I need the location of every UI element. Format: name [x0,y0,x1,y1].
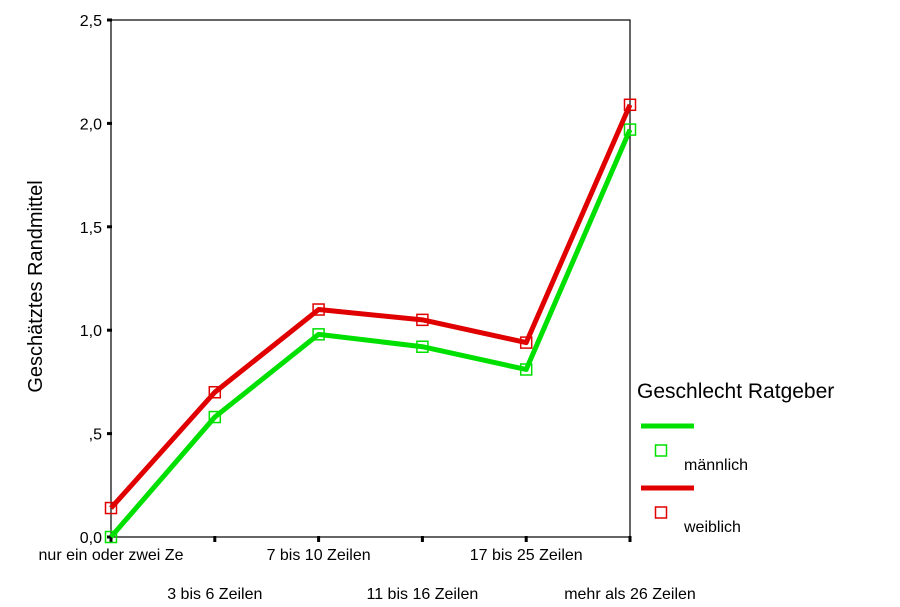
legend-title: Geschlecht Ratgeber [637,380,834,403]
x-tick-label: 17 bis 25 Zeilen [470,547,583,564]
y-tick-label: 2,0 [80,116,102,133]
data-point [519,336,533,349]
legend-label: männlich [684,457,748,474]
y-tick-label: 1,5 [80,220,102,237]
data-point [416,340,429,353]
chart-series [104,98,637,544]
data-point [519,363,533,376]
x-tick-label: 11 bis 16 Zeilen [367,586,479,603]
y-tick-label: 1,0 [80,323,102,340]
legend-label: weiblich [683,519,741,536]
chart-axes: 0,0 ,5 1,0 1,5 2,0 2,5 nur ein oder zwei Ze 3 b… [39,13,696,603]
data-point [104,530,118,544]
series-line [109,128,633,539]
y-tick-label: 2,5 [80,13,102,30]
data-point [416,313,429,327]
data-point [312,303,325,316]
x-tick-label: 7 bis 10 Zeilen [267,547,371,564]
legend-swatch-marker [654,444,668,457]
y-axis-title: Geschätztes Randmittel [25,180,47,392]
legend-swatch-marker [654,506,668,519]
x-tick-label: mehr als 26 Zeilen [564,586,696,603]
x-tick-label: 3 bis 6 Zeilen [167,586,262,603]
data-point [208,410,222,424]
data-point [104,501,118,515]
chart-legend: Geschlecht Ratgeber männlich weiblich [637,380,834,536]
x-tick-label: nur ein oder zwei Ze [39,547,184,564]
y-tick-label: 0,0 [80,530,102,547]
plot-frame [110,19,631,538]
data-point [312,328,325,341]
data-point [208,385,222,399]
data-point [623,98,637,112]
series-line [109,103,633,510]
data-point [623,123,637,136]
y-tick-label: ,5 [89,427,102,444]
